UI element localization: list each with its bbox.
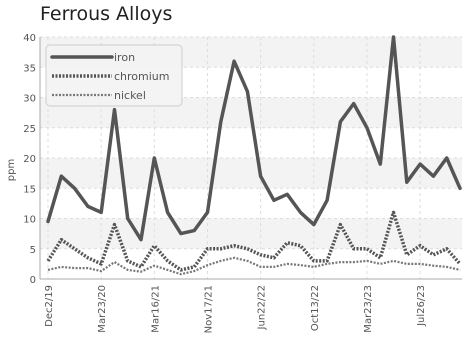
y-axis-label: ppm bbox=[6, 159, 17, 181]
x-tick-label: Mar23/23 bbox=[363, 285, 374, 333]
x-tick-label: Mar23/20 bbox=[97, 285, 108, 333]
y-tick-label: 35 bbox=[23, 63, 36, 74]
x-tick-label: Jun22/22 bbox=[257, 285, 268, 330]
x-tick-label: Nov17/21 bbox=[203, 285, 214, 333]
x-tick-label: Dec2/19 bbox=[44, 285, 55, 327]
legend-label-chromium: chromium bbox=[114, 70, 170, 83]
y-tick-label: 10 bbox=[23, 215, 36, 226]
y-tick-label: 5 bbox=[30, 245, 36, 256]
x-tick-label: Oct13/22 bbox=[310, 285, 321, 331]
y-tick-label: 25 bbox=[23, 124, 36, 135]
series-line-chromium bbox=[46, 210, 462, 272]
series-line-nickel bbox=[47, 256, 461, 276]
x-tick-label: Jul26/23 bbox=[416, 285, 427, 327]
y-tick-label: 0 bbox=[30, 275, 36, 286]
x-tick-label: Mar16/21 bbox=[150, 285, 161, 333]
series-group bbox=[46, 35, 462, 276]
axes bbox=[39, 37, 462, 280]
chart-title: Ferrous Alloys bbox=[40, 3, 173, 25]
y-tick-label: 15 bbox=[23, 184, 36, 195]
plot-band bbox=[40, 158, 462, 189]
y-tick-label: 30 bbox=[23, 94, 36, 105]
y-ticks: 0 5 10 15 20 25 30 35 40 bbox=[23, 33, 36, 286]
legend-label-nickel: nickel bbox=[114, 89, 146, 102]
legend[interactable]: iron chromium nickel bbox=[45, 44, 183, 107]
x-ticks: Dec2/19 Mar23/20 Mar16/21 Nov17/21 Jun22/22 O… bbox=[44, 285, 427, 333]
y-tick-label: 40 bbox=[23, 33, 36, 44]
y-tick-label: 20 bbox=[23, 154, 36, 165]
legend-box bbox=[45, 44, 183, 107]
legend-label-iron: iron bbox=[114, 51, 135, 64]
series-line-iron bbox=[46, 35, 462, 242]
